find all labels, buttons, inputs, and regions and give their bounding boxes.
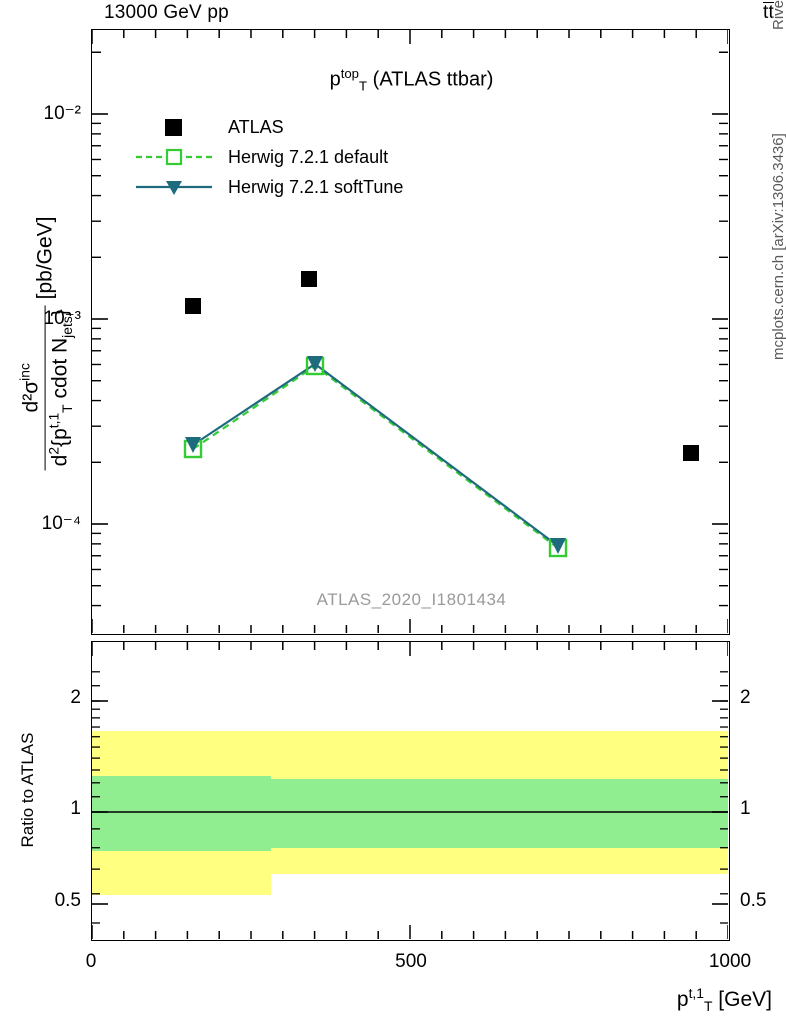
series-herwig-softtune-line xyxy=(192,362,559,547)
legend-item-herwig-default: Herwig 7.2.1 default xyxy=(132,142,403,172)
series-herwig-default-line xyxy=(192,364,559,549)
plot-title: ptopT (ATLAS ttbar) xyxy=(92,66,731,94)
mcplots-source-label: mcplots.cern.ch [arXiv:1306.3436] xyxy=(770,133,786,360)
beam-energy-label: 13000 GeV pp xyxy=(104,2,229,23)
series-herwig-softtune-markers xyxy=(185,356,566,554)
ratio-plot-canvas xyxy=(92,642,728,939)
legend-label-atlas: ATLAS xyxy=(228,116,284,137)
yaxis-units-main: [pb/GeV] xyxy=(33,216,57,300)
ytick-ratio-left-0: 2 xyxy=(70,687,81,708)
main-plot-panel: ptopT (ATLAS ttbar) ATLAS Herwig xyxy=(91,29,730,635)
yaxis-label-ratio: Ratio to ATLAS xyxy=(18,732,37,848)
xtick-0: 0 xyxy=(85,951,97,972)
xtick-2: 1000 xyxy=(708,951,752,972)
ytick-main-0: 10⁻² xyxy=(43,103,82,124)
series-atlas-markers xyxy=(185,271,699,461)
yaxis-label-main: d²σinc d2{pt,1T cdot Njets} [pb/GeV] xyxy=(17,43,74,643)
ytick-ratio-right-2: 0.5 xyxy=(740,890,767,911)
legend-item-atlas: ATLAS xyxy=(132,112,403,142)
main-plot-canvas xyxy=(92,30,728,633)
ratio-plot-panel xyxy=(91,641,730,941)
xtick-1: 500 xyxy=(395,951,427,972)
ytick-main-1: 10⁻³ xyxy=(43,308,82,329)
title-pt: p xyxy=(329,68,341,91)
xaxis-label: pt,1T [GeV] xyxy=(676,985,772,1015)
dashed-square-icon xyxy=(132,146,216,168)
legend-item-herwig-softtune: Herwig 7.2.1 softTune xyxy=(132,172,403,202)
legend: ATLAS Herwig 7.2.1 default xyxy=(132,112,403,202)
ytick-ratio-right-1: 1 xyxy=(740,798,751,819)
title-sup: top xyxy=(340,66,360,81)
title-rest: (ATLAS ttbar) xyxy=(372,68,494,91)
rivet-version-label: Rivet 3.1.10, ≥ 2.8M events xyxy=(770,0,786,30)
title-sub: T xyxy=(359,78,368,94)
ytick-ratio-right-0: 2 xyxy=(740,687,751,708)
ytick-main-2: 10⁻⁴ xyxy=(41,513,81,534)
filled-square-icon xyxy=(132,116,216,138)
uncertainty-band-inner xyxy=(92,776,728,851)
analysis-watermark: ATLAS_2020_I1801434 xyxy=(316,590,507,609)
ytick-ratio-left-1: 1 xyxy=(70,798,81,819)
legend-label-herwig-default: Herwig 7.2.1 default xyxy=(228,146,389,167)
process-label: tt xyxy=(763,2,774,23)
solid-triangle-icon xyxy=(132,176,216,198)
ytick-ratio-left-2: 0.5 xyxy=(54,890,81,911)
legend-label-herwig-softtune: Herwig 7.2.1 softTune xyxy=(228,176,404,197)
series-herwig-default-markers xyxy=(183,356,568,558)
